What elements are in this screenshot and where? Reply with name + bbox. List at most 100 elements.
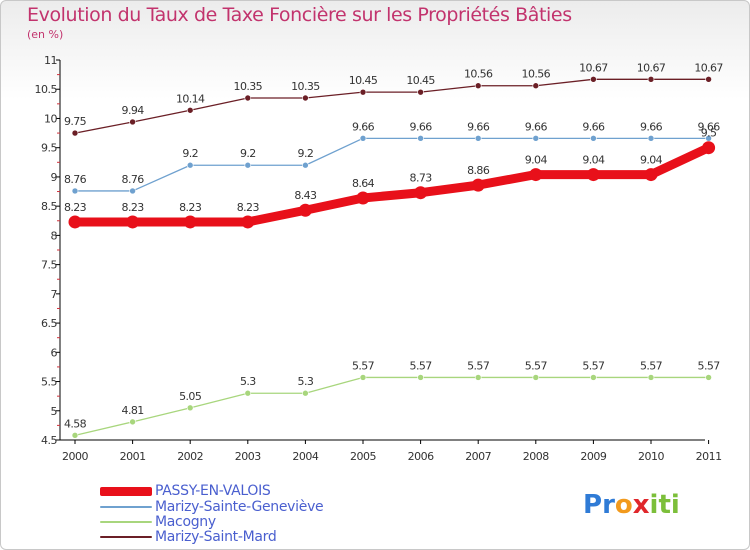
data-point [71,432,79,439]
data-label: 9.04 [525,154,548,167]
data-point [186,161,194,169]
data-point [647,374,655,381]
data-label: 9.94 [122,104,145,117]
series-line [74,376,710,436]
data-point [126,215,140,229]
y-tick-label: 7.5 [41,259,57,272]
y-tick-label: 8.5 [41,200,57,213]
data-label: 5.57 [352,359,375,372]
legend-label-marizy-saint-mard: Marizy-Saint-Mard [155,529,277,545]
series-line [74,137,710,192]
data-label: 9.5 [701,127,717,140]
data-point [71,129,79,137]
y-tick-label: 10.5 [35,83,58,96]
data-point [129,118,136,126]
data-point [705,374,712,381]
data-label: 8.23 [237,201,260,214]
data-point [302,161,309,169]
x-tick-label: 2004 [292,450,318,463]
legend-item-macogny: Macogny [100,514,360,530]
data-point [183,215,197,229]
data-label: 8.23 [179,201,202,214]
data-point [590,374,597,381]
data-label: 5.3 [298,375,314,388]
data-label: 4.81 [122,404,144,417]
data-point [647,75,655,83]
data-label: 8.64 [352,177,375,190]
data-point [244,389,252,397]
data-label: 8.73 [410,172,433,185]
legend-label-macogny: Macogny [155,514,216,530]
proxiti-logo: Proxiti [583,490,680,520]
chart-subtitle: (en %) [27,28,64,41]
data-label: 9.66 [640,120,663,133]
x-tick-label: 2002 [177,450,203,463]
data-label: 10.35 [291,80,320,93]
y-tick-label: 10 [44,112,57,125]
data-label: 10.45 [406,74,435,87]
data-point [417,374,424,381]
data-label: 9.66 [410,120,433,133]
data-label: 5.57 [582,359,605,372]
legend-swatch-macogny [100,521,152,523]
data-label: 10.56 [464,68,493,81]
data-point [702,141,716,155]
data-point [302,389,309,397]
x-tick-label: 2000 [62,450,88,463]
data-label: 10.56 [522,68,551,81]
y-tick-label: 9 [51,171,58,184]
data-point [68,215,82,229]
data-point [359,88,367,96]
data-label: 10.14 [176,92,205,105]
series-line [74,78,710,134]
data-point [356,191,370,205]
data-label: 8.23 [64,201,87,214]
legend-swatch-passy [100,487,152,496]
x-tick-label: 2007 [465,450,491,463]
data-point [529,168,543,182]
data-label: 10.67 [637,61,666,74]
legend-item-marizy-saint-mard: Marizy-Saint-Mard [100,529,360,545]
y-tick-label: 11 [44,54,57,67]
x-tick-label: 2003 [235,450,261,463]
y-tick-label: 8 [51,229,58,242]
y-tick-label: 6 [51,346,58,359]
chart-title: Evolution du Taux de Taxe Foncière sur l… [27,4,572,26]
data-label: 9.66 [582,120,605,133]
y-tick-label: 6.5 [41,317,57,330]
data-label: 5.57 [467,359,490,372]
data-point [647,135,655,142]
data-label: 4.58 [64,417,87,430]
data-label: 5.57 [525,359,548,372]
data-label: 5.05 [179,390,202,403]
x-tick-label: 2006 [408,450,434,463]
data-label: 8.76 [122,173,145,186]
data-label: 5.3 [240,375,256,388]
y-tick-label: 5.5 [41,376,57,389]
data-label: 9.66 [698,120,721,133]
data-point [244,94,252,102]
data-label: 5.57 [640,359,663,372]
y-tick-label: 5 [51,405,58,418]
legend-item-passy: PASSY-EN-VALOIS [100,483,360,499]
data-label: 9.04 [640,154,663,167]
data-point [474,135,482,142]
data-point [705,75,712,83]
data-label: 8.23 [122,201,145,214]
data-point [474,374,482,381]
data-label: 10.67 [694,61,723,74]
data-label: 8.43 [294,189,317,202]
x-tick-label: 2010 [638,450,664,463]
data-point [471,178,485,192]
data-point [417,88,424,96]
legend-label-passy: PASSY-EN-VALOIS [155,483,271,499]
data-label: 10.67 [579,61,608,74]
data-point [414,186,428,200]
data-point [586,168,600,182]
data-label: 9.75 [64,115,87,128]
data-point [359,135,367,142]
data-point [417,135,424,142]
legend-item-marizy-sainte-genevieve: Marizy-Sainte-Geneviève [100,499,360,515]
data-point [129,187,136,195]
data-label: 9.04 [582,154,605,167]
